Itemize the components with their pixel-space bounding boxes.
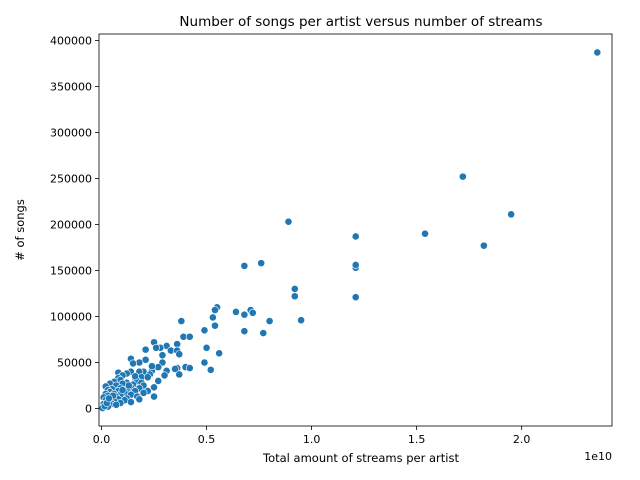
data-point	[351, 293, 360, 302]
y-tick-label: 200000	[50, 218, 92, 231]
data-point	[284, 217, 293, 226]
y-tick-label: 150000	[50, 264, 92, 277]
data-point	[185, 332, 194, 341]
y-tick-label: 0	[85, 403, 92, 416]
data-point	[171, 365, 179, 373]
x-tick-label: 0.0	[93, 433, 111, 446]
data-point	[257, 259, 266, 268]
data-point	[129, 359, 137, 368]
data-point	[290, 292, 299, 301]
y-tick-label: 350000	[50, 80, 92, 93]
data-point	[175, 350, 184, 359]
x-axis-label: Total amount of streams per artist	[262, 451, 459, 465]
y-tick-label: 50000	[57, 357, 92, 370]
data-point	[211, 321, 219, 330]
y-axis-ticks: 0 50000 100000 150000 200000 250000 300000 3500…	[50, 34, 99, 416]
data-point	[507, 210, 516, 219]
data-point	[175, 370, 184, 379]
data-point	[215, 349, 224, 358]
data-point	[135, 395, 144, 404]
y-tick-label: 300000	[50, 126, 92, 139]
data-point	[290, 284, 299, 293]
data-point	[240, 261, 249, 270]
data-point	[202, 343, 211, 352]
x-tick-label: 1.0	[303, 433, 321, 446]
data-point	[211, 306, 219, 314]
data-point	[131, 372, 140, 381]
data-point	[143, 373, 152, 382]
data-point	[185, 364, 194, 372]
x-tick-label: 2.0	[513, 433, 531, 446]
chart-title: Number of songs per artist versus number…	[179, 14, 542, 30]
data-point	[265, 317, 274, 325]
data-point	[593, 48, 602, 57]
data-point	[158, 351, 167, 360]
data-point	[232, 307, 240, 316]
data-point	[177, 317, 186, 325]
data-point	[127, 398, 135, 406]
x-tick-label: 0.5	[198, 433, 216, 446]
plot-frame	[98, 33, 613, 427]
data-point	[259, 329, 268, 337]
data-point	[112, 400, 121, 409]
data-point	[148, 362, 156, 371]
x-axis-offset-label: 1e10	[584, 450, 612, 463]
data-point	[160, 371, 169, 380]
data-point	[124, 381, 133, 390]
y-axis-label: # of songs	[13, 199, 27, 261]
data-point	[139, 388, 148, 397]
data-point	[141, 345, 150, 354]
data-point	[150, 392, 158, 401]
x-axis-ticks: 0.0 0.5 1.0 1.5 2.0	[93, 426, 531, 446]
x-tick-label: 1.5	[408, 433, 426, 446]
y-tick-label: 250000	[50, 172, 92, 185]
y-tick-label: 100000	[50, 310, 92, 323]
data-point	[152, 343, 161, 352]
data-point	[154, 377, 163, 385]
data-point	[206, 365, 215, 374]
data-point	[240, 327, 249, 336]
data-point	[240, 310, 249, 319]
data-point	[200, 358, 209, 367]
data-point	[118, 386, 127, 395]
axes	[98, 33, 613, 427]
y-tick-label: 400000	[50, 34, 92, 47]
data-point	[351, 232, 360, 241]
data-point	[248, 308, 257, 317]
data-point	[104, 394, 113, 403]
data-point	[479, 241, 488, 250]
data-points	[98, 48, 602, 412]
data-point	[150, 383, 158, 392]
data-point	[173, 340, 182, 348]
data-point	[297, 316, 305, 325]
data-point	[208, 313, 217, 322]
data-point	[421, 229, 429, 238]
data-point	[351, 261, 360, 269]
data-point	[458, 172, 467, 181]
data-point	[200, 326, 209, 335]
